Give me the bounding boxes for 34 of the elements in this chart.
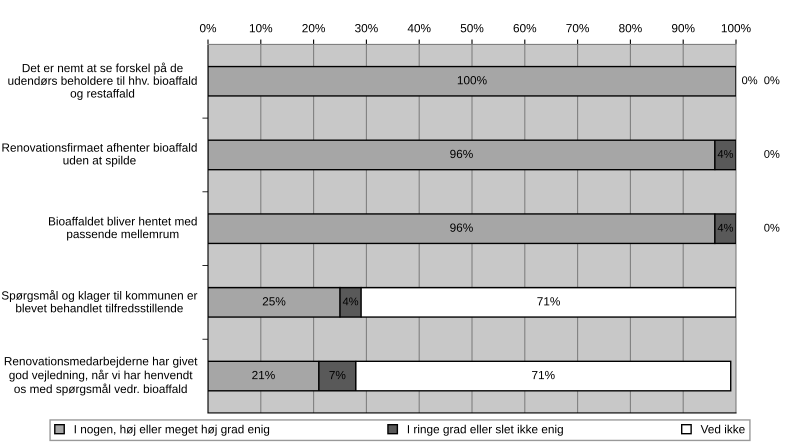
y-tick-label: Bioaffaldet bliver hentet med passende mellemrum [49,216,197,241]
data-label: 0% [764,150,780,158]
data-label: 4% [342,298,358,306]
data-label: 100% [458,76,487,84]
x-tick-label: 50% [460,24,484,32]
x-tick-label: 40% [408,24,431,32]
x-tick-label: 70% [566,24,589,32]
data-label: 25% [262,297,286,306]
data-label: 4% [718,224,734,232]
y-tick-label: Renovationsmedarbejderne har givet god vejledning, når vi har henvendt os med spørgsmål vedr. bioaffald [4,356,198,396]
x-tick-label: 0% [200,24,216,32]
legend-label: I ringe grad eller slet ikke enig [408,424,563,436]
data-label: 0% [764,76,780,84]
data-label: 4% [718,150,734,158]
data-label: 0% [742,76,758,84]
x-tick-label: 100% [722,24,751,32]
data-label: 7% [329,370,346,380]
y-tick-label: Spørgsmål og klager til kommunen er blevet behandlet tilfredsstillende [2,290,198,312]
x-tick-label: 30% [355,24,378,32]
data-label: 71% [532,370,555,380]
x-tick-label: 80% [619,24,642,32]
x-tick-label: 90% [672,24,695,32]
data-label: 96% [450,223,473,232]
y-tick-label: Renovationsfirmaet afhenter bioaffald uden at spilde [2,143,197,167]
data-label: 0% [764,224,780,232]
legend-label: Ved ikke [700,424,745,434]
x-tick-label: 20% [302,24,325,32]
legend-label: I nogen, høj eller meget høj grad enig [74,424,270,436]
x-tick-label: 10% [250,24,272,32]
x-tick-label: 60% [514,24,536,32]
data-label: 96% [450,150,473,158]
y-tick-label: Det er nemt at se forskel på de udendørs beholdere til hhv. bioaffald og restaffald [8,62,197,100]
data-label: 21% [252,370,275,380]
data-label: 71% [537,297,560,306]
